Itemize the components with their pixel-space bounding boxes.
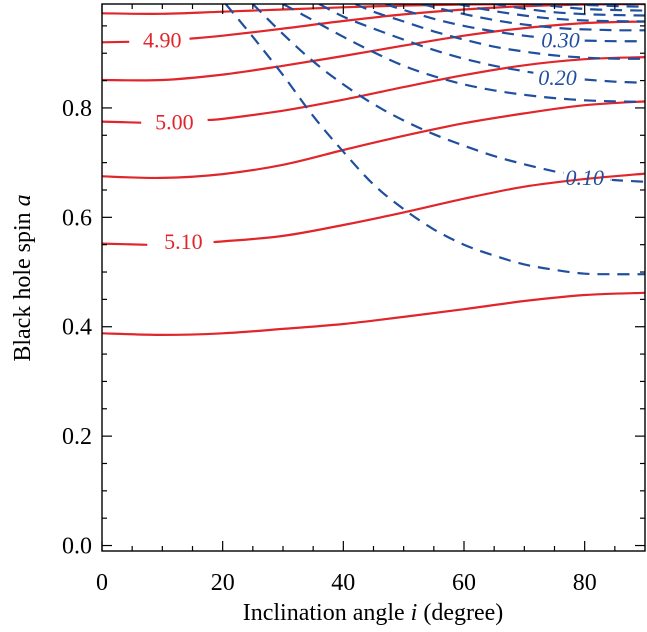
solid-contour-label-1: 5.10 [164, 229, 203, 254]
x-tick-label-0: 0 [96, 570, 108, 596]
solid-contour-1-segment-0 [102, 242, 148, 246]
y-tick-label-3: 0.6 [62, 205, 92, 231]
x-tick-label-2: 40 [331, 570, 355, 596]
dashed-contour-1-segment-0 [252, 4, 564, 174]
y-tick-label-2: 0.4 [62, 315, 92, 341]
dashed-contour-2-segment-0 [282, 4, 645, 103]
solid-contour-5-segment-0 [102, 40, 130, 44]
dashed-contour-5-segment-1 [584, 39, 645, 43]
contour-lines [102, 4, 645, 337]
dashed-contour-label-1: 0.10 [565, 165, 604, 190]
dashed-contour-8-segment-0 [494, 4, 645, 17]
dashed-contour-3-segment-0 [318, 4, 534, 74]
y-tick-label-1: 0.2 [62, 424, 92, 450]
x-tick-label-3: 60 [452, 570, 476, 596]
solid-contour-4-segment-0 [102, 20, 645, 82]
y-tick-label-4: 0.8 [62, 96, 92, 122]
solid-contour-label-5: 4.90 [143, 28, 182, 53]
solid-contour-label-3: 5.00 [155, 110, 194, 135]
x-tick-label-1: 20 [211, 570, 235, 596]
solid-contour-3-segment-1 [207, 56, 645, 122]
dashed-contour-4-segment-0 [354, 4, 645, 60]
dashed-contour-label-5: 0.30 [541, 28, 580, 53]
solid-contour-3-segment-0 [102, 120, 142, 124]
dashed-contour-7-segment-0 [457, 4, 645, 23]
solid-contour-1-segment-1 [213, 172, 645, 244]
dashed-contour-5-segment-0 [385, 4, 537, 39]
solid-contour-2-segment-0 [102, 100, 645, 180]
y-tick-label-0: 0.0 [62, 534, 92, 560]
dashed-contour-label-3: 0.20 [538, 65, 577, 90]
solid-contour-0-segment-0 [102, 291, 645, 337]
dashed-contour-1-segment-1 [610, 178, 645, 183]
x-axis-title: Inclination angle i (degree) [243, 600, 504, 626]
x-tick-label-4: 80 [573, 570, 597, 596]
plot-frame [101, 3, 646, 552]
tick-labels: 0 20 40 60 80 0.0 0.2 0.4 0.6 0.8 [62, 96, 597, 596]
y-axis-title: Black hole spin a [10, 194, 36, 361]
dashed-contour-0-segment-0 [224, 4, 645, 276]
dashed-contour-3-segment-1 [584, 78, 645, 84]
contour-labels: 5.10 5.00 4.90 0.10 0.20 0.30 [143, 28, 604, 254]
